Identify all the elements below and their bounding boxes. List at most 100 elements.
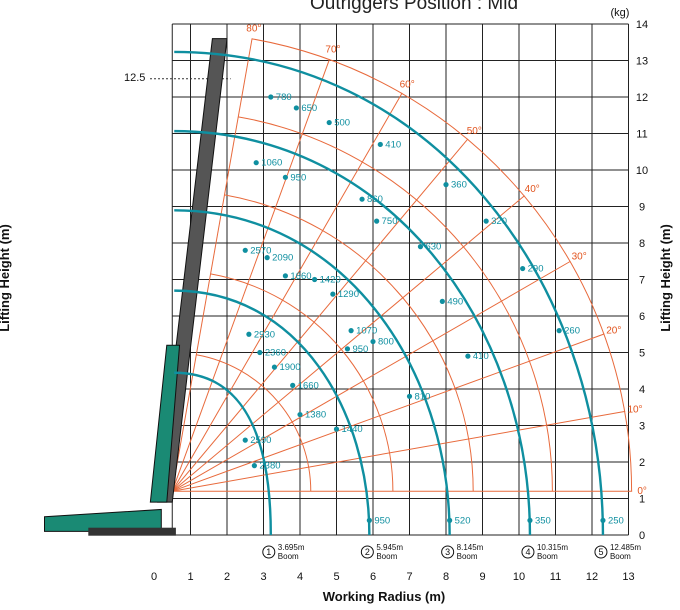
boom-number: 4: [525, 547, 530, 557]
boom-word: Boom: [610, 552, 631, 561]
x-tick-label: 5: [333, 571, 339, 583]
y-tick-label: 9: [639, 202, 645, 214]
x-tick-label: 13: [622, 571, 634, 583]
boom-length: 12.485m: [610, 543, 641, 552]
angle-label: 60°: [400, 79, 415, 90]
chart-title: Outriggers Position : Mid: [310, 0, 518, 14]
boom-length: 5.945m: [376, 543, 403, 552]
capacity-point: [370, 339, 375, 344]
capacity-value-label: 1070: [356, 326, 377, 337]
capacity-point: [294, 105, 299, 110]
capacity-point: [272, 365, 277, 370]
capacity-point: [290, 383, 295, 388]
y-tick-label: 2: [639, 457, 645, 469]
angle-line: [172, 139, 468, 491]
capacity-value-label: 2930: [254, 329, 275, 340]
capacity-value-label: 350: [535, 515, 551, 526]
capacity-value-label: 2360: [265, 348, 286, 359]
capacity-point: [283, 175, 288, 180]
x-tick-label: 0: [151, 571, 157, 583]
capacity-value-label: 2090: [272, 253, 293, 264]
capacity-point: [257, 350, 262, 355]
boom-number: 1: [266, 547, 271, 557]
x-tick-label: 7: [406, 571, 412, 583]
capacity-value-label: 520: [455, 515, 471, 526]
capacity-point: [407, 394, 412, 399]
capacity-point: [520, 266, 525, 271]
boom-number: 5: [598, 547, 603, 557]
capacity-value-label: 630: [425, 242, 441, 253]
capacity-value-label: 410: [473, 351, 489, 362]
capacity-value-label: 1060: [261, 158, 282, 169]
boom-number: 2: [365, 547, 370, 557]
y-tick-label: 4: [639, 384, 645, 396]
capacity-point: [418, 244, 423, 249]
capacity-point: [484, 219, 489, 224]
crane-illustration: [45, 39, 228, 536]
height-marker-label: 12.5: [124, 72, 145, 84]
capacity-value-label: 1380: [305, 410, 326, 421]
capacity-curve: [174, 52, 603, 535]
y-tick-label: 5: [639, 348, 645, 360]
boom-word: Boom: [457, 552, 478, 561]
capacity-point: [327, 120, 332, 125]
y-tick-label: 14: [636, 19, 648, 31]
capacity-value-label: 800: [378, 337, 394, 348]
capacity-point: [440, 299, 445, 304]
capacity-value-label: 360: [451, 180, 467, 191]
angle-label: 10°: [627, 405, 642, 416]
boom-word: Boom: [278, 552, 299, 561]
capacity-value-label: 2570: [250, 245, 271, 256]
x-tick-label: 12: [586, 571, 598, 583]
capacity-value-label: 500: [334, 118, 350, 129]
capacity-value-label: 750: [382, 216, 398, 227]
y-tick-label: 10: [636, 165, 648, 177]
x-tick-label: 6: [370, 571, 376, 583]
x-tick-label: 4: [297, 571, 303, 583]
y-tick-label: 12: [636, 92, 648, 104]
x-tick-label: 3: [260, 571, 266, 583]
capacity-point: [254, 160, 259, 165]
x-tick-label: 11: [550, 571, 561, 583]
capacity-value-label: 290: [528, 264, 544, 275]
capacity-point: [349, 328, 354, 333]
angle-line: [172, 411, 625, 491]
capacity-value-label: 1440: [342, 424, 363, 435]
y-tick-label: 3: [639, 421, 645, 433]
capacity-point: [268, 94, 273, 99]
capacity-value-label: 320: [491, 216, 507, 227]
x-tick-label: 10: [513, 571, 525, 583]
angle-label: 70°: [325, 45, 340, 56]
y-tick-label: 7: [639, 275, 645, 287]
capacity-value-label: 650: [301, 103, 317, 114]
capacity-point: [297, 412, 302, 417]
capacity-value-label: 810: [415, 391, 431, 402]
capacity-point: [334, 427, 339, 432]
capacity-point: [252, 463, 257, 468]
capacity-value-label: 950: [374, 515, 390, 526]
capacity-point: [557, 328, 562, 333]
y-tick-label: 13: [636, 56, 648, 68]
boom-length: 3.695m: [278, 543, 305, 552]
boom-word: Boom: [537, 552, 558, 561]
y-tick-label: 11: [636, 129, 647, 141]
y-axis-title-left: Lifting Height (m): [0, 224, 12, 332]
boom-word: Boom: [376, 552, 397, 561]
angle-label: 20°: [606, 325, 621, 336]
capacity-point: [283, 273, 288, 278]
capacity-point: [312, 277, 317, 282]
capacity-point: [367, 518, 372, 523]
angle-label: 0°: [637, 486, 647, 497]
x-axis-title: Working Radius (m): [323, 589, 446, 604]
boom-length: 8.145m: [457, 543, 484, 552]
capacity-value-label: 950: [352, 344, 368, 355]
angle-label: 80°: [246, 23, 261, 34]
capacity-curve: [174, 131, 530, 535]
capacity-point: [600, 518, 605, 523]
capacity-point: [359, 197, 364, 202]
capacity-value-label: 2380: [259, 461, 280, 472]
y-tick-label: 0: [639, 530, 645, 542]
capacity-value-label: 2590: [250, 435, 271, 446]
